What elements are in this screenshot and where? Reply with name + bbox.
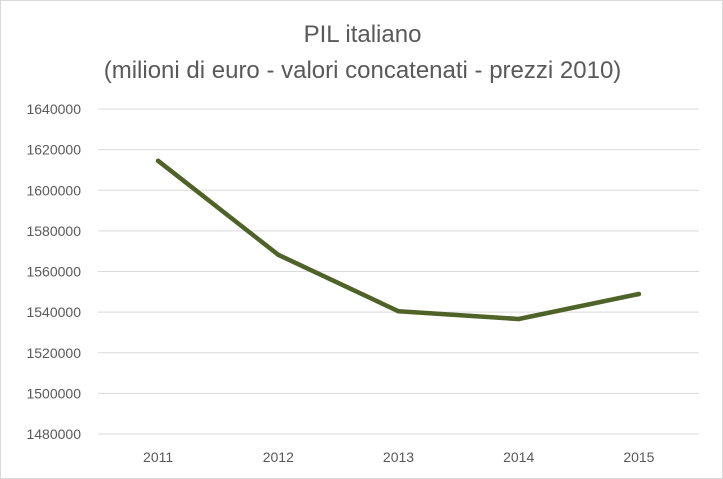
y-tick-label: 1560000	[26, 264, 81, 280]
data-point	[276, 252, 281, 258]
y-tick-label: 1540000	[26, 304, 81, 320]
y-tick-label: 1620000	[26, 142, 81, 158]
y-tick-label: 1640000	[26, 101, 81, 117]
y-tick-label: 1520000	[26, 345, 81, 361]
chart-subtitle: (milioni di euro - valori concatenati - …	[103, 57, 622, 84]
x-tick-label: 2014	[503, 449, 534, 465]
data-point	[155, 158, 161, 163]
y-tick-label: 1580000	[26, 223, 81, 239]
x-tick-label: 2013	[383, 449, 414, 465]
data-point	[636, 291, 642, 297]
y-tick-label: 1600000	[26, 182, 81, 198]
y-tick-label: 1500000	[26, 385, 81, 401]
y-tick-label: 1480000	[26, 426, 81, 442]
series-line	[155, 158, 642, 322]
chart-title: PIL italiano	[303, 21, 422, 48]
x-tick-label: 2011	[143, 449, 173, 465]
data-point	[516, 316, 521, 322]
data-point	[396, 309, 401, 314]
x-tick-label: 2012	[263, 449, 294, 465]
x-tick-label: 2015	[623, 449, 654, 465]
